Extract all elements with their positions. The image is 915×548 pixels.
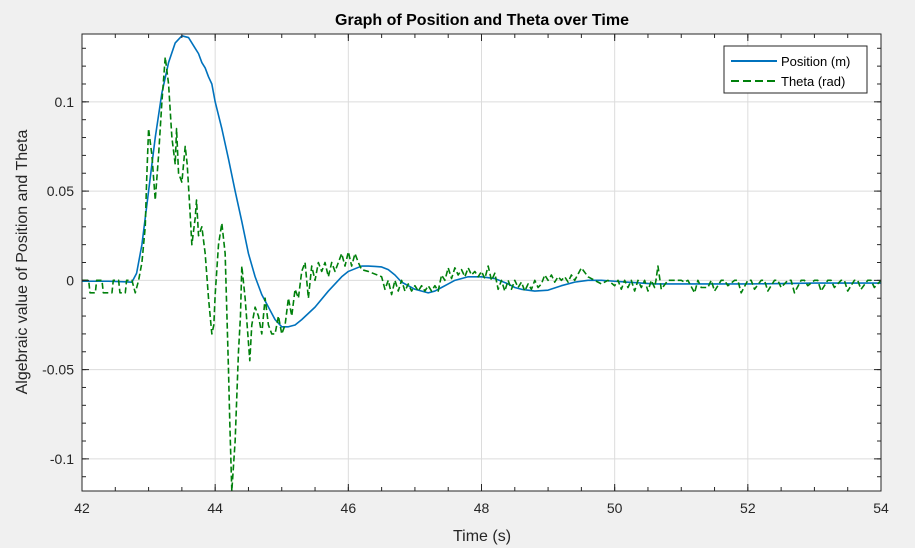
y-tick-label: 0.05: [47, 183, 74, 199]
x-axis-label: Time (s): [453, 528, 511, 545]
x-tick-label: 46: [341, 500, 357, 516]
legend-label-position: Position (m): [781, 54, 850, 69]
grid-lines: [81, 34, 882, 491]
series-layer: [82, 34, 881, 491]
y-tick-label: -0.05: [42, 362, 74, 378]
x-tick-label: 54: [873, 500, 889, 516]
tick-labels: 42 44 46 48 50 52 54 -0.1 -0.05 0 0.05 0.1: [42, 94, 889, 516]
y-tick-label: -0.1: [50, 451, 74, 467]
y-tick-label: 0.1: [55, 94, 75, 110]
x-tick-label: 52: [740, 500, 756, 516]
x-tick-label: 44: [207, 500, 223, 516]
legend-box: [723, 45, 868, 94]
x-tick-label: 48: [474, 500, 490, 516]
series-line-position: [82, 34, 881, 328]
legend-label-theta: Theta (rad): [781, 74, 845, 89]
y-axis-label: Algebraic value of Position and Theta: [14, 130, 31, 395]
legend: Position (m) Theta (rad): [723, 45, 868, 94]
x-tick-label: 50: [607, 500, 623, 516]
y-tick-label: 0: [66, 272, 74, 288]
x-tick-label: 42: [74, 500, 90, 516]
series-line-theta: [82, 56, 881, 491]
chart-title: Graph of Position and Theta over Time: [335, 12, 629, 29]
axis-ticks: [81, 34, 882, 491]
